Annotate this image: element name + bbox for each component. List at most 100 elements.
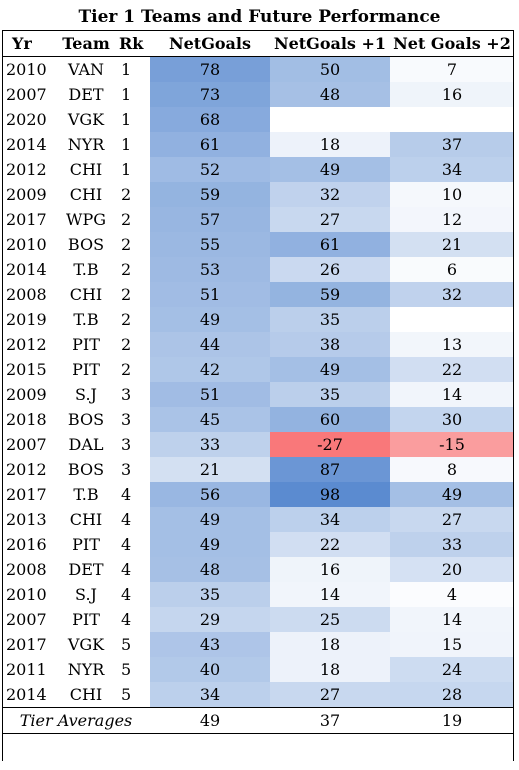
- row-netgoals: 68: [150, 107, 270, 132]
- row-netgoals-plus2: 14: [390, 382, 514, 407]
- row-netgoals-plus1: 87: [270, 457, 390, 482]
- row-netgoals-plus1: 61: [270, 232, 390, 257]
- avg-netgoals-plus2: 19: [441, 711, 463, 730]
- row-rank: 1: [121, 110, 132, 129]
- table-row: 2009 CHI 2 59 32 10: [2, 182, 514, 207]
- row-netgoals-plus1: -27: [270, 432, 390, 457]
- table-row: 2010 BOS 2 55 61 21: [2, 232, 514, 257]
- row-netgoals: 61: [150, 132, 270, 157]
- row-netgoals-plus1: 49: [270, 357, 390, 382]
- row-year: 2012: [6, 460, 47, 479]
- avg-netgoals: 49: [199, 711, 221, 730]
- row-year: 2017: [6, 485, 47, 504]
- row-team: VAN: [67, 60, 105, 79]
- header-row: Yr Team Rk NetGoals NetGoals +1 Net Goal…: [2, 30, 514, 57]
- row-team: PIT: [72, 610, 100, 629]
- row-netgoals: 33: [150, 432, 270, 457]
- row-netgoals: 55: [150, 232, 270, 257]
- table-row: 2019 T.B 2 49 35: [2, 307, 514, 332]
- row-year: 2011: [6, 660, 47, 679]
- row-year: 2009: [6, 385, 47, 404]
- row-team: VGK: [67, 110, 105, 129]
- table-body: 2010 VAN 1 78 50 7 2007 DET 1 73 48 16 2020 VGK 1 68 201…: [2, 56, 514, 708]
- row-netgoals: 29: [150, 607, 270, 632]
- table-row: 2008 DET 4 48 16 20: [2, 557, 514, 582]
- row-rank: 2: [121, 210, 132, 229]
- row-year: 2016: [6, 535, 47, 554]
- row-netgoals: 51: [150, 382, 270, 407]
- row-rank: 5: [121, 685, 132, 704]
- row-netgoals: 49: [150, 307, 270, 332]
- row-year: 2008: [6, 560, 47, 579]
- row-netgoals-plus2: 21: [390, 232, 514, 257]
- row-year: 2015: [6, 360, 47, 379]
- row-netgoals: 49: [150, 507, 270, 532]
- row-team: CHI: [69, 685, 103, 704]
- row-year: 2014: [6, 685, 47, 704]
- row-netgoals-plus2: 28: [390, 682, 514, 708]
- row-netgoals-plus2: 6: [390, 257, 514, 282]
- row-netgoals: 48: [150, 557, 270, 582]
- row-netgoals-plus2: 10: [390, 182, 514, 207]
- header-yr: Yr: [12, 34, 32, 53]
- row-rank: 3: [121, 385, 132, 404]
- row-year: 2014: [6, 135, 47, 154]
- header-rk: Rk: [119, 34, 144, 53]
- row-team: PIT: [72, 535, 100, 554]
- row-year: 2008: [6, 285, 47, 304]
- row-rank: 2: [121, 360, 132, 379]
- row-rank: 3: [121, 460, 132, 479]
- table-row: 2014 T.B 2 53 26 6: [2, 257, 514, 282]
- row-rank: 4: [121, 560, 132, 579]
- row-netgoals-plus2: 13: [390, 332, 514, 357]
- row-year: 2007: [6, 85, 47, 104]
- row-year: 2020: [6, 110, 47, 129]
- performance-table: Yr Team Rk NetGoals NetGoals +1 Net Goal…: [2, 30, 514, 734]
- row-team: DET: [68, 560, 104, 579]
- row-rank: 1: [121, 135, 132, 154]
- row-netgoals: 51: [150, 282, 270, 307]
- row-team: BOS: [67, 460, 105, 479]
- row-rank: 2: [121, 310, 132, 329]
- row-team: WPG: [66, 210, 106, 229]
- table-row: 2007 DET 1 73 48 16: [2, 82, 514, 107]
- row-netgoals-plus2: 12: [390, 207, 514, 232]
- row-team: S.J: [75, 385, 97, 404]
- row-year: 2019: [6, 310, 47, 329]
- row-year: 2010: [6, 585, 47, 604]
- row-team: VGK: [67, 635, 105, 654]
- row-team: PIT: [72, 360, 100, 379]
- row-team: CHI: [69, 160, 103, 179]
- row-rank: 3: [121, 410, 132, 429]
- row-netgoals-plus2: [390, 307, 514, 332]
- table-row: 2007 PIT 4 29 25 14: [2, 607, 514, 632]
- row-rank: 1: [121, 60, 132, 79]
- row-netgoals-plus2: 20: [390, 557, 514, 582]
- row-netgoals-plus1: 35: [270, 382, 390, 407]
- row-netgoals: 78: [150, 56, 270, 82]
- row-netgoals-plus1: 27: [270, 682, 390, 708]
- row-netgoals-plus2: 16: [390, 82, 514, 107]
- row-netgoals-plus2: 7: [390, 56, 514, 82]
- row-year: 2017: [6, 210, 47, 229]
- row-rank: 2: [121, 285, 132, 304]
- row-team: CHI: [69, 185, 103, 204]
- row-year: 2018: [6, 410, 47, 429]
- row-team: BOS: [67, 235, 105, 254]
- row-netgoals-plus2: 49: [390, 482, 514, 507]
- table-row: 2014 CHI 5 34 27 28: [2, 682, 514, 708]
- row-netgoals: 52: [150, 157, 270, 182]
- row-netgoals-plus1: [270, 107, 390, 132]
- row-netgoals-plus1: 50: [270, 56, 390, 82]
- row-netgoals: 73: [150, 82, 270, 107]
- row-netgoals-plus1: 18: [270, 657, 390, 682]
- row-netgoals-plus1: 18: [270, 132, 390, 157]
- row-netgoals-plus1: 98: [270, 482, 390, 507]
- table-row: 2015 PIT 2 42 49 22: [2, 357, 514, 382]
- row-year: 2010: [6, 235, 47, 254]
- row-netgoals-plus2: 37: [390, 132, 514, 157]
- row-netgoals: 49: [150, 532, 270, 557]
- table-row: 2018 BOS 3 45 60 30: [2, 407, 514, 432]
- row-team: DET: [68, 85, 104, 104]
